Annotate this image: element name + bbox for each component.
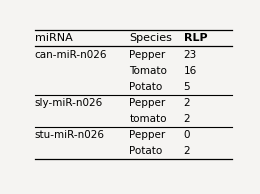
- Text: Pepper: Pepper: [129, 49, 165, 60]
- Text: can-miR-n026: can-miR-n026: [35, 49, 107, 60]
- Text: tomato: tomato: [129, 114, 167, 124]
- Text: 0: 0: [184, 130, 190, 140]
- Text: 5: 5: [184, 82, 190, 92]
- Text: 2: 2: [184, 114, 190, 124]
- Text: Pepper: Pepper: [129, 130, 165, 140]
- Text: Potato: Potato: [129, 146, 162, 156]
- Text: Species: Species: [129, 33, 172, 43]
- Text: RLP: RLP: [184, 33, 207, 43]
- Text: sly-miR-n026: sly-miR-n026: [35, 98, 103, 108]
- Text: Potato: Potato: [129, 82, 162, 92]
- Text: 2: 2: [184, 98, 190, 108]
- Text: 16: 16: [184, 66, 197, 76]
- Text: stu-miR-n026: stu-miR-n026: [35, 130, 105, 140]
- Text: 2: 2: [184, 146, 190, 156]
- Text: miRNA: miRNA: [35, 33, 72, 43]
- Text: Pepper: Pepper: [129, 98, 165, 108]
- Text: Tomato: Tomato: [129, 66, 167, 76]
- Text: 23: 23: [184, 49, 197, 60]
